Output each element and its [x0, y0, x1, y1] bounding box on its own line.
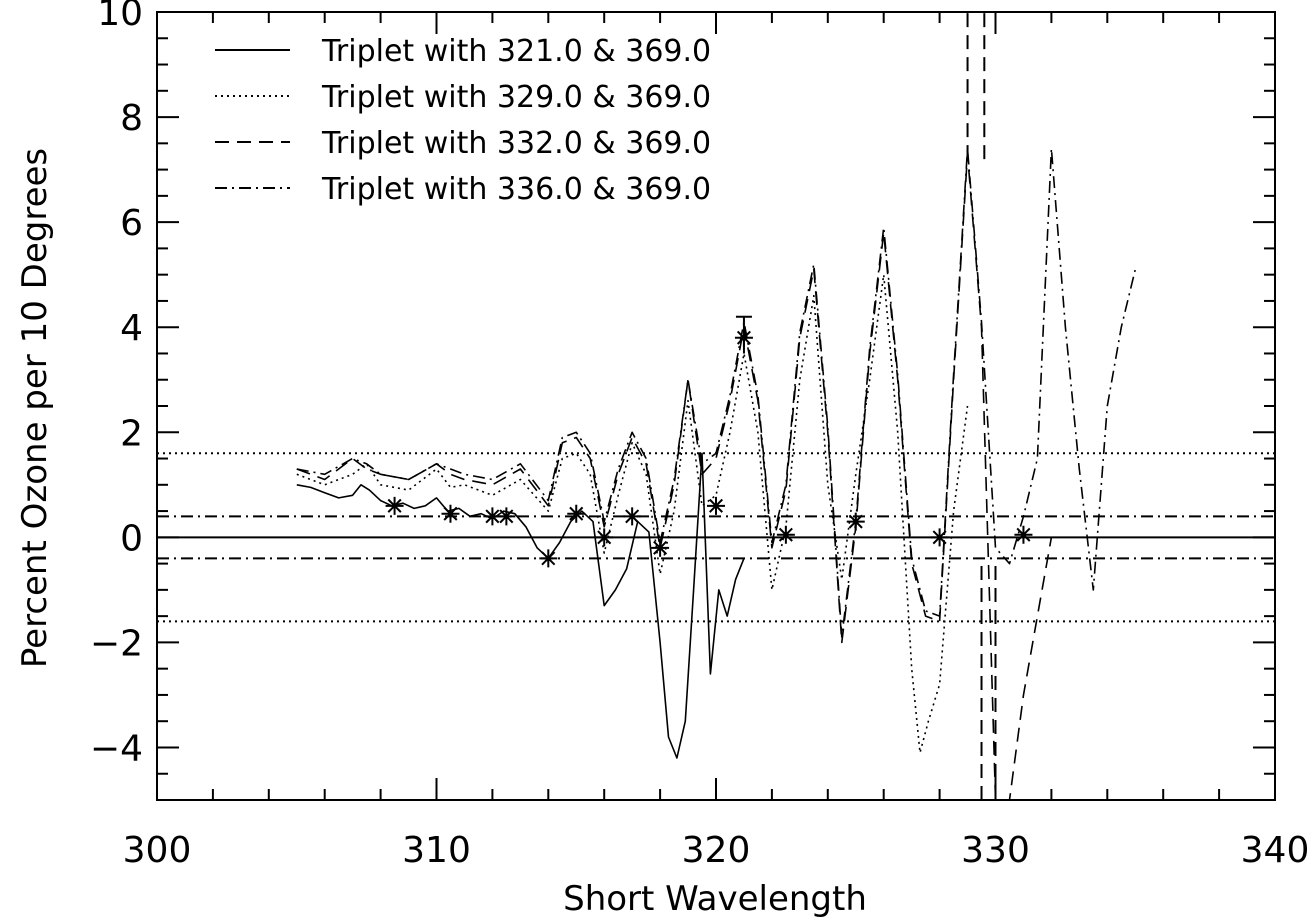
marker-13 [930, 528, 949, 547]
x-axis-title: Short Wavelength [563, 879, 867, 919]
y-axis-title: Percent Ozone per 10 Degrees [15, 148, 55, 668]
x-tick-label: 340 [1241, 830, 1310, 871]
legend-label-2: Triplet with 329.0 & 369.0 [321, 80, 711, 115]
legend-label-1: Triplet with 321.0 & 369.0 [321, 34, 711, 69]
marker-1 [441, 504, 460, 523]
series-lines [296, 147, 1137, 801]
x-tick-label: 320 [682, 830, 751, 871]
x-tick-label: 300 [123, 830, 192, 871]
x-tick-label: 330 [961, 830, 1030, 871]
marker-7 [623, 507, 642, 526]
y-tick-label: −4 [90, 728, 143, 769]
series-line-4 [296, 147, 1137, 638]
legend: Triplet with 321.0 & 369.0 Triplet with 3… [215, 34, 711, 207]
x-tick-label: 310 [402, 830, 471, 871]
y-tick-label: 0 [120, 518, 143, 559]
marker-3 [497, 507, 516, 526]
marker-9 [707, 496, 725, 515]
marker-6 [595, 528, 614, 547]
marker-0 [385, 496, 404, 515]
series-line-2 [296, 273, 969, 754]
marker-2 [483, 507, 502, 526]
legend-label-3: Triplet with 332.0 & 369.0 [321, 126, 711, 161]
y-tick-label: 4 [120, 308, 143, 349]
y-tick-label: 8 [120, 98, 143, 139]
ticks [156, 11, 1276, 801]
markers [385, 315, 1033, 568]
y-tick-label: 6 [120, 203, 143, 244]
marker-4 [539, 549, 558, 568]
marker-11 [776, 525, 795, 544]
y-tick-label: 2 [120, 413, 143, 454]
y-tick-label: 10 [97, 0, 143, 34]
error-bar [735, 315, 752, 354]
y-tick-label: −2 [90, 623, 143, 664]
legend-label-4: Triplet with 336.0 & 369.0 [321, 172, 711, 207]
marker-12 [846, 512, 865, 531]
marker-8 [651, 538, 670, 557]
marker-5 [567, 504, 586, 523]
series-line-1 [296, 452, 745, 759]
series-line-3 [296, 153, 1053, 801]
marker-14 [1014, 525, 1033, 544]
tick-labels: 300 310 320 330 340 −4 −2 0 2 4 6 8 10 [90, 0, 1309, 871]
vertical-lines [966, 12, 997, 800]
